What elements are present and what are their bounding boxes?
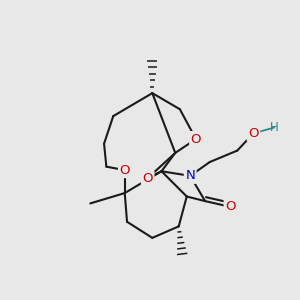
Text: O: O xyxy=(142,172,153,184)
Text: O: O xyxy=(191,133,201,146)
Text: O: O xyxy=(119,164,130,177)
Text: O: O xyxy=(225,200,236,213)
Text: O: O xyxy=(248,127,259,140)
Text: N: N xyxy=(185,169,195,182)
Text: H: H xyxy=(270,121,278,134)
